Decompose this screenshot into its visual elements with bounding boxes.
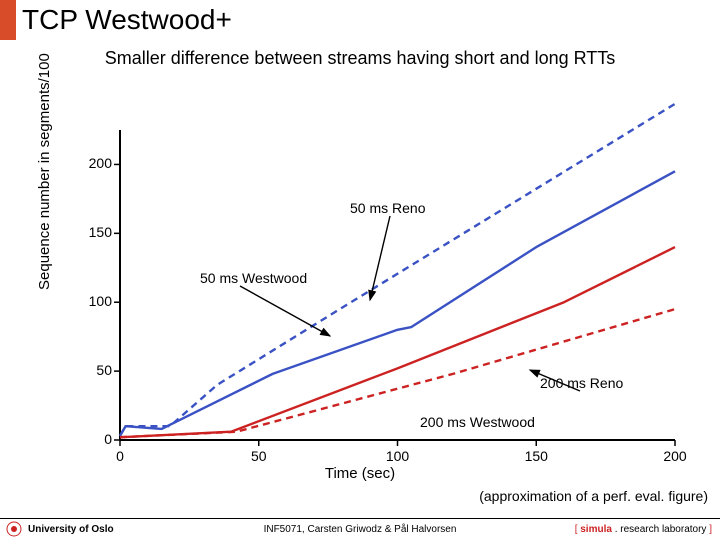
x-tick: 100 [383,448,413,464]
x-tick: 0 [105,448,135,464]
y-tick: 50 [74,362,112,378]
x-tick: 150 [521,448,551,464]
figure-caption: (approximation of a perf. eval. figure) [479,488,708,504]
footer-right: [ simula . research laboratory ] [575,524,712,535]
annotation-50ms-westwood: 50 ms Westwood [200,270,307,286]
footer-left: University of Oslo [28,524,114,535]
y-tick: 100 [74,293,112,309]
footer: University of Oslo INF5071, Carsten Griw… [0,518,720,540]
x-tick: 200 [660,448,690,464]
x-axis-label: Time (sec) [0,465,720,482]
y-tick: 0 [74,431,112,447]
annotation-50ms-reno: 50 ms Reno [350,200,425,216]
y-axis-label: Sequence number in segments/100 [36,53,53,290]
y-tick: 200 [74,155,112,171]
x-tick: 50 [244,448,274,464]
uio-logo-icon [6,521,22,537]
series-200-ms-reno [120,309,675,437]
annotation-200ms-westwood: 200 ms Westwood [420,414,535,430]
y-tick: 150 [74,224,112,240]
annotation-200ms-reno: 200 ms Reno [540,375,623,391]
